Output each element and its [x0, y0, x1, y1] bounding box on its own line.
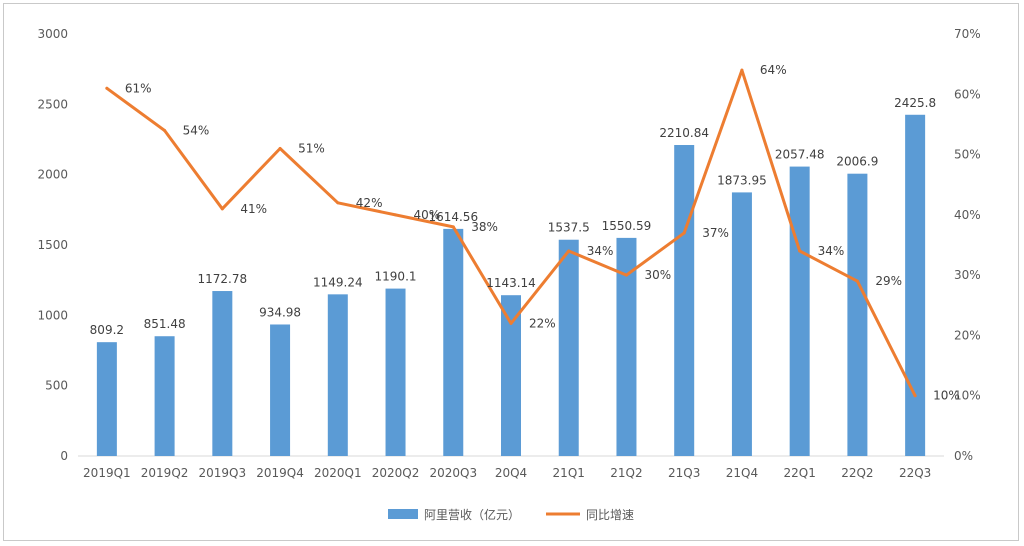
line-point [394, 213, 398, 217]
y-left-tick-label: 1000 [37, 308, 68, 322]
line-point [336, 201, 340, 205]
bar [789, 166, 810, 456]
line-data-label: 61% [125, 81, 152, 95]
bar [731, 192, 752, 456]
line-point [105, 86, 109, 90]
bar-data-label: 1537.5 [548, 221, 590, 235]
bar-data-label: 2057.48 [775, 148, 825, 162]
x-tick-label: 2020Q2 [372, 466, 420, 480]
x-tick-label: 21Q1 [553, 466, 585, 480]
bar [674, 145, 695, 457]
line-point [855, 279, 859, 283]
line-data-label: 29% [875, 274, 902, 288]
bar [558, 239, 579, 456]
line-point [798, 249, 802, 253]
line-point [913, 394, 917, 398]
bar-data-label: 1550.59 [602, 219, 652, 233]
y-right-tick-label: 60% [954, 87, 981, 101]
line-data-label: 41% [240, 202, 267, 216]
bar-data-label: 1149.24 [313, 275, 363, 289]
bar [385, 288, 406, 456]
bar [501, 295, 521, 456]
bar [327, 294, 348, 456]
y-left-tick-label: 3000 [37, 27, 68, 41]
line-point [740, 68, 744, 72]
bar-data-label: 2210.84 [659, 126, 709, 140]
y-right-tick-label: 50% [954, 148, 981, 162]
bar [905, 114, 926, 456]
line-data-label: 30% [644, 268, 671, 282]
x-tick-label: 2020Q1 [314, 466, 362, 480]
x-tick-label: 21Q2 [610, 466, 642, 480]
x-tick-label: 21Q4 [726, 466, 758, 480]
legend-swatch-bar [388, 509, 418, 519]
line-point [624, 273, 628, 277]
bar [270, 324, 291, 456]
line-data-label: 54% [183, 123, 210, 137]
bar-data-label: 1190.1 [375, 270, 417, 284]
x-tick-label: 2020Q3 [429, 466, 477, 480]
line-data-label: 40% [414, 208, 441, 222]
x-tick-label: 22Q3 [899, 466, 931, 480]
y-right-tick-label: 40% [954, 208, 981, 222]
bar-data-label: 934.98 [259, 305, 301, 319]
line-point [451, 225, 455, 229]
x-tick-label: 22Q2 [841, 466, 873, 480]
y-right-tick-label: 70% [954, 27, 981, 41]
legend-label-line: 同比增速 [586, 508, 634, 522]
x-tick-label: 20Q4 [495, 466, 527, 480]
bar-data-label: 1873.95 [717, 173, 767, 187]
x-tick-label: 2019Q4 [256, 466, 304, 480]
bar [154, 336, 175, 456]
line-data-label: 64% [760, 63, 787, 77]
y-left-tick-label: 0 [60, 449, 68, 463]
bar [847, 173, 868, 457]
bar [616, 237, 637, 456]
line-point [278, 147, 282, 151]
line-data-label: 51% [298, 142, 325, 156]
line-data-label: 22% [529, 316, 556, 330]
bar-data-label: 1143.14 [486, 276, 536, 290]
x-tick-label: 21Q3 [668, 466, 700, 480]
x-tick-label: 2019Q2 [141, 466, 189, 480]
line-point [682, 231, 686, 235]
y-right-tick-label: 20% [954, 328, 981, 342]
line-point [163, 128, 167, 132]
legend-label-bar: 阿里营收（亿元） [424, 507, 520, 522]
line-data-label: 34% [587, 244, 614, 258]
bar-data-label: 1172.78 [198, 272, 248, 286]
y-left-tick-label: 1500 [37, 238, 68, 252]
y-left-tick-label: 500 [45, 379, 68, 393]
bar-data-label: 809.2 [90, 323, 124, 337]
bar [212, 291, 233, 456]
line-point [509, 321, 513, 325]
bar [443, 228, 464, 456]
x-tick-label: 2019Q1 [83, 466, 131, 480]
x-tick-label: 22Q1 [783, 466, 815, 480]
line-point [220, 207, 224, 211]
y-left-tick-label: 2000 [37, 168, 68, 182]
x-tick-label: 2019Q3 [199, 466, 247, 480]
line-data-label: 42% [356, 196, 383, 210]
y-left-tick-label: 2500 [37, 97, 68, 111]
bar-data-label: 1614.56 [428, 210, 478, 224]
bar-data-label: 851.48 [144, 317, 186, 331]
line-data-label: 38% [471, 220, 498, 234]
bar-data-label: 2425.8 [894, 96, 936, 110]
y-right-tick-label: 30% [954, 268, 981, 282]
line-data-label: 10% [933, 389, 960, 403]
y-right-tick-label: 10% [954, 389, 981, 403]
line-data-label: 34% [818, 244, 845, 258]
y-right-tick-label: 0% [954, 449, 973, 463]
bar-data-label: 2006.9 [836, 155, 878, 169]
line-data-label: 37% [702, 226, 729, 240]
line-point [567, 249, 571, 253]
bar [96, 342, 117, 456]
